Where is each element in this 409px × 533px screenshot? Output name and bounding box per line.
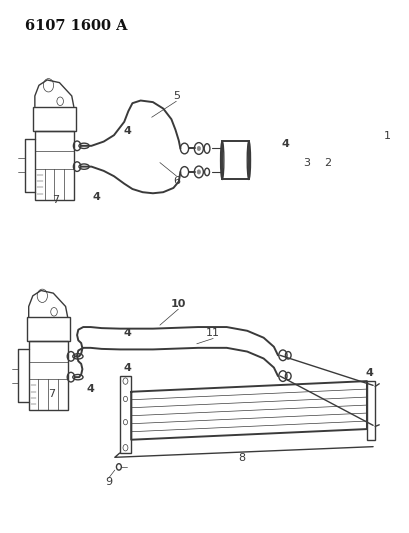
Bar [33, 107, 76, 131]
Text: 1: 1 [383, 131, 390, 141]
Text: 10: 10 [170, 299, 186, 309]
Text: 5: 5 [172, 91, 180, 101]
Text: 7: 7 [52, 195, 59, 205]
Bar [29, 341, 67, 410]
Text: 4: 4 [123, 126, 131, 135]
Bar [222, 141, 248, 180]
Text: 4: 4 [123, 363, 131, 373]
Text: 7: 7 [47, 390, 55, 399]
Bar [35, 131, 74, 200]
Text: 6: 6 [172, 176, 180, 186]
Text: 4: 4 [364, 368, 372, 378]
Text: 3: 3 [302, 158, 310, 167]
Text: 4: 4 [92, 192, 100, 202]
Text: 4: 4 [123, 328, 131, 338]
Text: 2: 2 [324, 158, 331, 167]
Bar [27, 317, 70, 341]
Text: 8: 8 [238, 454, 245, 463]
Text: 11: 11 [206, 328, 220, 338]
Circle shape [197, 147, 200, 151]
Text: 6107 1600 A: 6107 1600 A [25, 19, 127, 33]
Text: 4: 4 [280, 139, 288, 149]
Text: 9: 9 [105, 478, 112, 487]
Bar [119, 376, 131, 453]
Bar [366, 381, 374, 440]
Text: 4: 4 [86, 384, 94, 394]
Circle shape [197, 170, 200, 174]
